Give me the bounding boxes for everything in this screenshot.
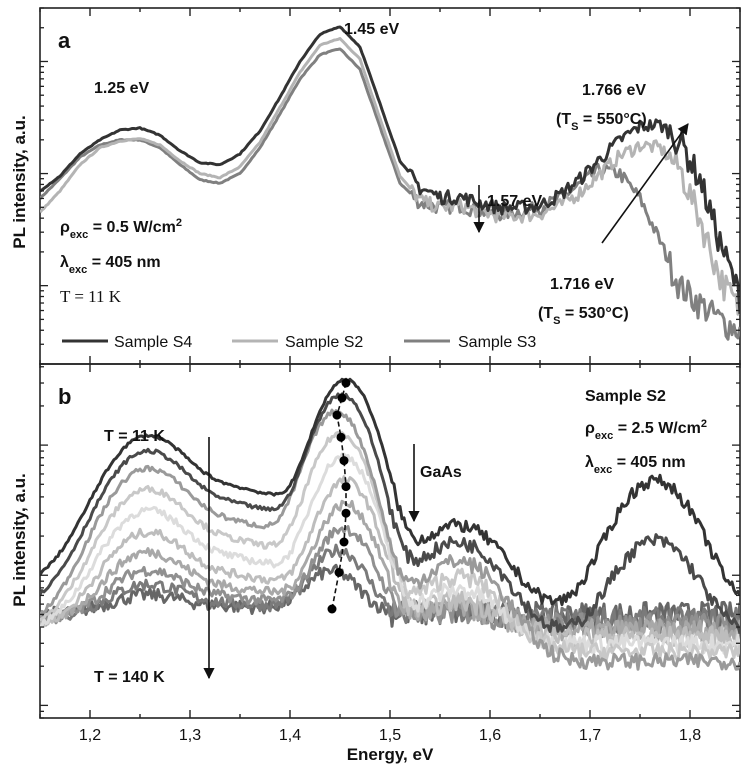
- peak-label-1-57: 1.57 eV: [487, 193, 542, 210]
- excitation-wavelength-a: λexc = 405 nm: [60, 254, 161, 276]
- temperature-series-line: [40, 392, 740, 635]
- legend-label-s2: Sample S2: [285, 334, 363, 351]
- x-tick-label: 1,3: [179, 727, 201, 744]
- panel-b-letter: b: [58, 384, 71, 409]
- series-line-s4: [40, 25, 740, 315]
- peak-trajectory-line: [331, 382, 347, 610]
- peak-marker-dot: [341, 508, 351, 518]
- panel-a-ylabel: PL intensity, a.u.: [10, 115, 29, 249]
- excitation-density-a: ρexc = 0.5 W/cm2: [60, 217, 182, 241]
- temp-low-label: T = 11 K: [104, 428, 165, 445]
- excitation-wavelength-b: λexc = 405 nm: [585, 454, 686, 476]
- x-tick-label: 1,8: [679, 727, 701, 744]
- peak-marker-dot: [327, 604, 337, 614]
- temperature-a: T = 11 K: [60, 287, 122, 306]
- peak-marker-dot: [341, 482, 351, 492]
- peak-marker-dot: [339, 456, 349, 466]
- x-tick-label: 1,5: [379, 727, 401, 744]
- peak-label-1-716: 1.716 eV: [550, 276, 614, 293]
- peak-marker-dot: [337, 393, 347, 403]
- peak-marker-dot: [341, 378, 351, 388]
- legend: Sample S4 Sample S2 Sample S3: [62, 334, 536, 351]
- series-line-s2: [40, 37, 740, 316]
- peak-marker-dot: [336, 432, 346, 442]
- peak-marker-dot: [339, 537, 349, 547]
- peak-marker-dot: [332, 410, 342, 420]
- x-tick-label: 1,6: [479, 727, 501, 744]
- peak-cond-530: (TS = 530°C): [538, 305, 629, 327]
- temperature-series-line: [40, 408, 740, 671]
- legend-label-s4: Sample S4: [114, 334, 192, 351]
- peak-label-1-45: 1.45 eV: [344, 21, 399, 38]
- temp-high-label: T = 140 K: [94, 669, 165, 686]
- x-tick-label: 1,4: [279, 727, 301, 744]
- x-tick-label: 1,2: [79, 727, 101, 744]
- excitation-density-b: ρexc = 2.5 W/cm2: [585, 418, 707, 442]
- panel-b-ylabel: PL intensity, a.u.: [10, 473, 29, 607]
- legend-label-s3: Sample S3: [458, 334, 536, 351]
- gaas-label: GaAs: [420, 464, 462, 481]
- sample-label-b: Sample S2: [585, 388, 666, 405]
- temperature-series-line: [40, 452, 740, 656]
- x-axis-label: Energy, eV: [347, 745, 434, 764]
- temperature-series-line: [40, 377, 740, 607]
- arrow-ts-trend: [601, 123, 689, 244]
- series-line-s3: [40, 47, 740, 341]
- peak-label-1-766: 1.766 eV: [582, 82, 646, 99]
- panel-a-letter: a: [58, 28, 71, 53]
- peak-marker-dot: [334, 568, 344, 577]
- x-tick-label: 1,7: [579, 727, 601, 744]
- panel-a-frame: [39, 7, 741, 365]
- peak-label-1-25: 1.25 eV: [94, 80, 149, 97]
- peak-cond-550: (TS = 550°C): [556, 111, 647, 133]
